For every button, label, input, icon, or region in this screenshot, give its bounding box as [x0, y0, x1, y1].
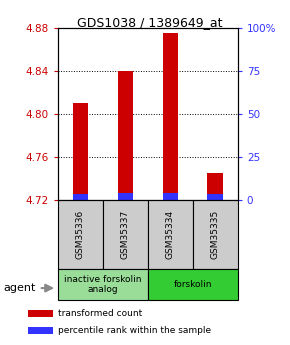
Bar [58, 269, 148, 300]
Text: GSM35337: GSM35337 [121, 210, 130, 259]
Bar [72, 103, 88, 200]
Text: percentile rank within the sample: percentile rank within the sample [58, 326, 211, 335]
Text: inactive forskolin
analog: inactive forskolin analog [64, 275, 142, 294]
Text: forskolin: forskolin [174, 280, 212, 289]
Bar [117, 71, 133, 200]
Bar [103, 200, 148, 269]
Bar [58, 200, 103, 269]
Text: GDS1038 / 1389649_at: GDS1038 / 1389649_at [77, 16, 222, 29]
Bar [117, 193, 133, 200]
Bar [162, 193, 178, 200]
Bar [207, 194, 223, 200]
Text: GSM35336: GSM35336 [76, 210, 85, 259]
Text: GSM35334: GSM35334 [166, 210, 175, 259]
Text: GSM35335: GSM35335 [211, 210, 220, 259]
Text: transformed count: transformed count [58, 308, 142, 318]
Bar [72, 194, 88, 200]
Bar [28, 327, 53, 334]
Bar [148, 269, 238, 300]
Bar [207, 173, 223, 200]
Bar [162, 33, 178, 200]
Bar [148, 200, 193, 269]
Bar [193, 200, 238, 269]
Text: agent: agent [3, 283, 35, 293]
Bar [28, 310, 53, 316]
